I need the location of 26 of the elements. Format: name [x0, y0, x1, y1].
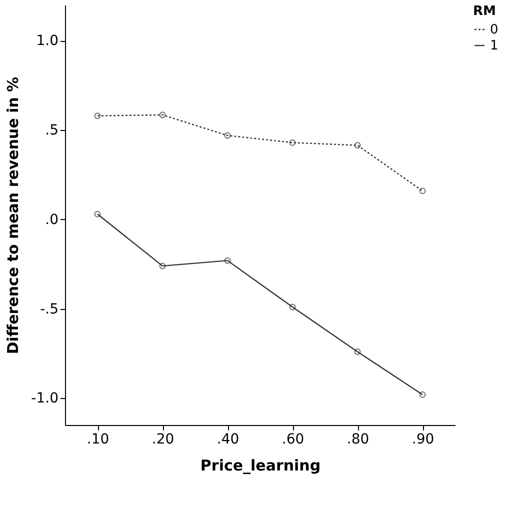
x-tick-label: .40: [216, 432, 240, 448]
legend-label: 0: [490, 22, 498, 38]
point: [354, 142, 361, 149]
point: [289, 304, 296, 310]
x-tick-label: .80: [346, 432, 370, 448]
y-tick-label: 1.0: [36, 33, 58, 50]
point: [289, 139, 296, 146]
x-tick-label: .20: [152, 432, 174, 448]
legend-label: 1: [490, 38, 498, 54]
x-axis-title: Price_learning: [200, 456, 321, 474]
y-tick-label: .5: [45, 122, 58, 139]
x-tick-label: .60: [282, 432, 304, 448]
point: [354, 348, 361, 355]
y-tick-label: .0: [45, 212, 58, 228]
point: [419, 188, 426, 194]
x-tick-label: .90: [412, 432, 434, 448]
y-axis-title: Difference to mean revenue in %: [4, 76, 22, 354]
y-tick-label: -.5: [40, 301, 58, 318]
point: [224, 132, 231, 139]
legend-title: RM: [473, 4, 496, 19]
point: [159, 112, 166, 118]
x-tick-label: .10: [86, 432, 110, 448]
point: [159, 262, 166, 270]
y-tick-label: -1.0: [31, 390, 58, 407]
point: [224, 257, 231, 264]
point: [94, 112, 101, 120]
